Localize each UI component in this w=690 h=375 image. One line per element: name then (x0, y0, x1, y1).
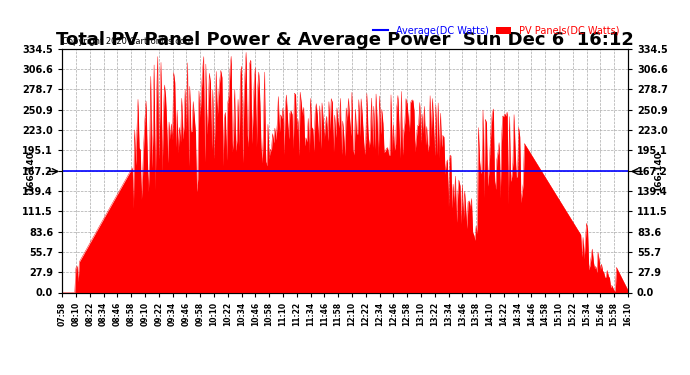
Legend: Average(DC Watts), PV Panels(DC Watts): Average(DC Watts), PV Panels(DC Watts) (369, 22, 623, 40)
Title: Total PV Panel Power & Average Power  Sun Dec 6  16:12: Total PV Panel Power & Average Power Sun… (56, 31, 634, 49)
Text: Copyright 2020 Cartronics.com: Copyright 2020 Cartronics.com (62, 38, 193, 46)
Text: 166.140: 166.140 (26, 151, 35, 192)
Text: 166.140: 166.140 (655, 151, 664, 192)
